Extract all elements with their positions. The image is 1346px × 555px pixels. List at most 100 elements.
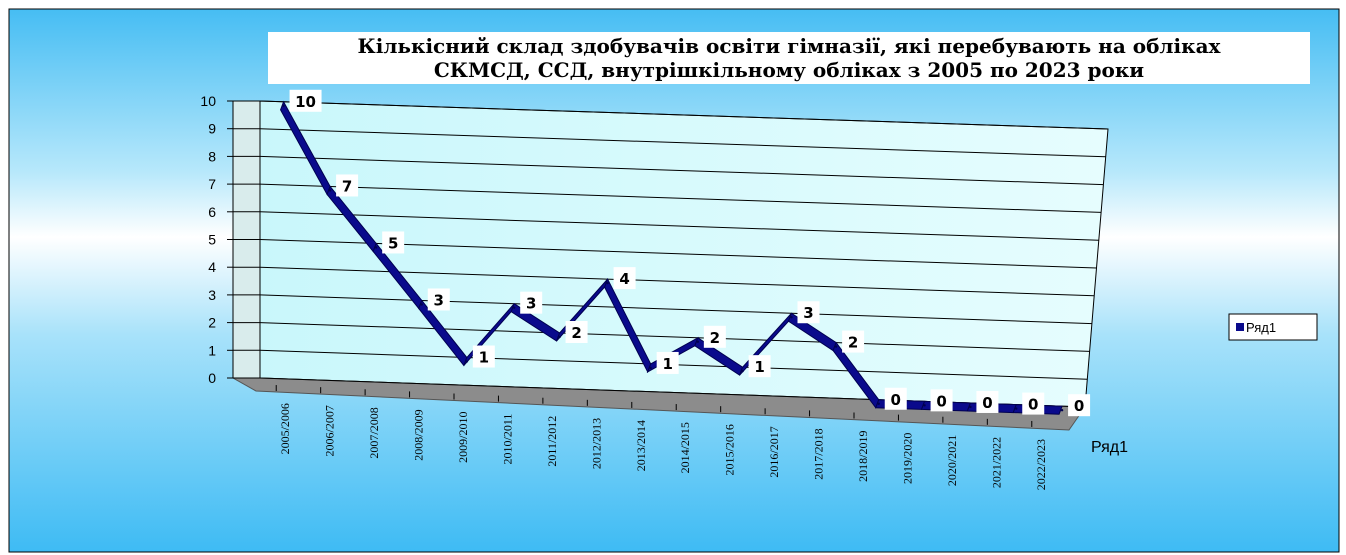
data-point: [1060, 408, 1064, 412]
legend: Ряд1: [1228, 313, 1318, 341]
x-tick-label: 2021/2022: [989, 437, 1003, 488]
chart-title: Кількісний склад здобувачів освіти гімна…: [268, 32, 1310, 84]
y-tick-label: 9: [208, 121, 216, 137]
gridline: [259, 100, 1109, 130]
data-point: [328, 189, 332, 192]
x-tick-label: 2016/2017: [767, 426, 781, 477]
data-point: [969, 405, 972, 409]
data-point: [834, 345, 838, 348]
y-tick-label: 4: [208, 259, 216, 275]
data-label-box: [976, 390, 999, 413]
gridline: [259, 322, 1090, 352]
data-label-box: [336, 174, 359, 197]
data-point: [512, 306, 516, 309]
data-label: 0: [982, 394, 992, 412]
x-tick-label: 2010/2011: [500, 414, 514, 465]
data-point: [558, 335, 561, 339]
data-point: [696, 340, 700, 343]
plot-walls: [231, 100, 1109, 431]
x-tick-label: 2012/2013: [589, 418, 603, 469]
x-tick-label: 2014/2015: [678, 422, 692, 473]
data-label-box: [427, 288, 450, 311]
data-label: 7: [342, 177, 352, 195]
data-label-box: [703, 325, 726, 348]
data-label: 1: [754, 358, 764, 376]
data-label: 2: [710, 329, 720, 347]
y-tick-label: 5: [208, 232, 216, 248]
gridline: [259, 155, 1104, 186]
data-point: [790, 316, 793, 319]
data-label-box: [289, 89, 322, 112]
data-label-box: [520, 291, 543, 314]
data-point: [465, 360, 469, 363]
chart-title-line-1: Кількісний склад здобувачів освіти гімна…: [358, 34, 1222, 58]
x-tick-label: 2015/2016: [723, 424, 737, 475]
x-tick-label: 2019/2020: [900, 433, 914, 484]
legend-label: Ряд1: [1246, 320, 1276, 335]
data-label: 0: [936, 392, 946, 410]
data-point: [923, 404, 926, 407]
data-label-box: [613, 267, 636, 290]
data-label: 3: [434, 291, 444, 309]
gridline: [259, 211, 1099, 241]
x-tick-label: 2017/2018: [812, 428, 826, 479]
y-tick-label: 3: [208, 287, 216, 303]
x-tick-label: 2006/2007: [323, 405, 337, 456]
data-point: [741, 369, 744, 373]
data-point: [649, 366, 652, 370]
data-label-box: [656, 351, 679, 374]
data-label: 1: [662, 355, 672, 373]
x-tick-label: 2005/2006: [278, 403, 292, 454]
x-tick-label: 2022/2023: [1034, 439, 1048, 490]
x-tick-label: 2020/2021: [945, 435, 959, 486]
data-label-box: [472, 345, 495, 368]
data-label: 4: [619, 270, 629, 288]
x-tick-label: 2011/2012: [545, 416, 559, 467]
data-point: [282, 104, 285, 107]
x-tick-label: 2007/2008: [367, 407, 381, 458]
data-label-box: [884, 387, 907, 410]
data-label: 1: [479, 349, 489, 367]
chart-title-line-2: СКМСД, ССД, внутрішкільному обліках з 20…: [434, 58, 1144, 82]
data-label: 0: [1074, 397, 1084, 415]
y-tick-label: 2: [208, 315, 216, 331]
gridline: [259, 183, 1102, 213]
y-tick-label: 0: [208, 370, 216, 386]
data-label: 3: [803, 304, 813, 322]
y-tick-label: 7: [208, 176, 216, 192]
data-label-box: [930, 389, 953, 412]
data-label: 2: [571, 324, 581, 342]
y-tick-label: 10: [200, 93, 216, 109]
x-tick-label: 2013/2014: [634, 420, 648, 471]
data-label: 0: [1028, 396, 1038, 414]
data-label-box: [842, 330, 865, 353]
y-tick-label: 6: [208, 204, 216, 220]
data-point: [606, 281, 609, 285]
data-point: [1015, 407, 1018, 410]
data-label-box: [382, 231, 405, 254]
data-label: 10: [295, 93, 316, 111]
data-label: 0: [891, 391, 901, 409]
y-tick-label: 8: [208, 148, 216, 164]
data-label: 2: [848, 334, 858, 352]
gridline: [259, 128, 1106, 158]
data-point: [420, 303, 423, 306]
data-point: [877, 402, 880, 405]
x-tick-label: 2018/2019: [856, 431, 870, 482]
depth-axis-label: Ряд1: [1091, 439, 1128, 456]
data-label-box: [748, 355, 771, 378]
data-label-box: [565, 321, 588, 343]
data-point: [374, 246, 378, 249]
data-labels: 10 7 5 3 1 3 2 4 1 2 1 3 2 0 0 0 0 0: [289, 89, 1091, 417]
data-label-box: [797, 301, 820, 324]
data-label-box: [1068, 394, 1091, 417]
x-tick-label: 2009/2010: [456, 412, 470, 463]
data-label-box: [1022, 392, 1045, 415]
legend-swatch: [1236, 323, 1244, 331]
chart-title-box: [268, 32, 1310, 84]
x-tick-label: 2008/2009: [412, 409, 426, 460]
data-label: 5: [388, 234, 398, 252]
gridline: [259, 294, 1092, 325]
